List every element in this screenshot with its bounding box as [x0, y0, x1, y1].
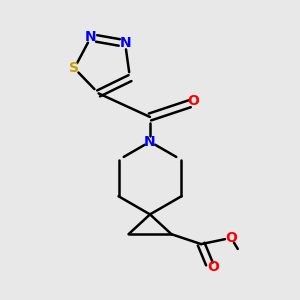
Text: S: S — [69, 61, 79, 75]
Text: N: N — [144, 135, 156, 149]
Text: N: N — [119, 37, 131, 50]
Text: O: O — [225, 230, 237, 244]
Text: O: O — [207, 260, 219, 274]
Text: O: O — [188, 94, 200, 108]
Text: N: N — [85, 30, 97, 44]
